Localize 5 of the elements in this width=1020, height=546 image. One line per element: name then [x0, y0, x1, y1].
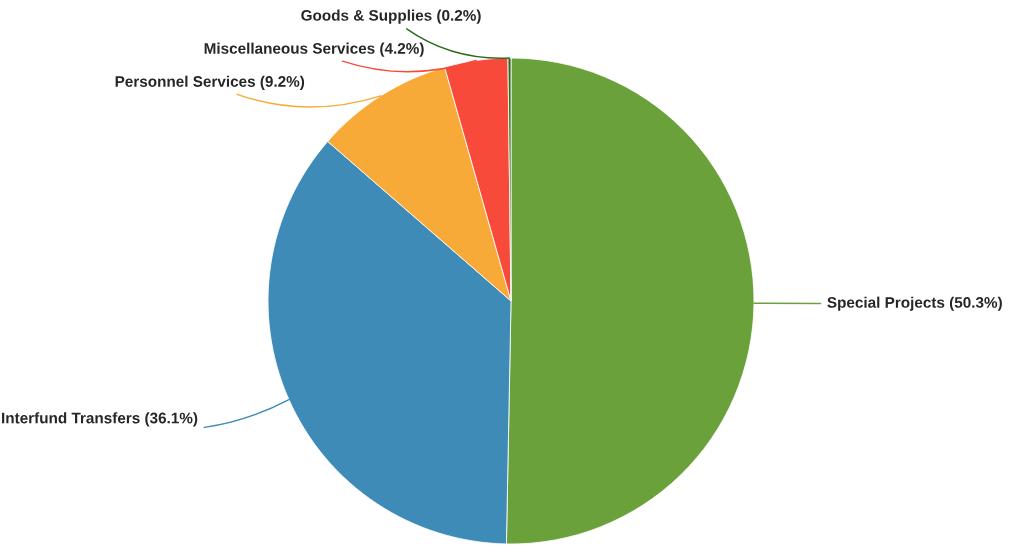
slice-label: Special Projects (50.3%) [827, 296, 1002, 311]
slice-label: Personnel Services (9.2%) [115, 75, 305, 90]
slice-label: Goods & Supplies (0.2%) [301, 9, 481, 24]
slice-label: Miscellaneous Services (4.2%) [204, 42, 424, 57]
slice-label: Interfund Transfers (36.1%) [2, 412, 198, 427]
